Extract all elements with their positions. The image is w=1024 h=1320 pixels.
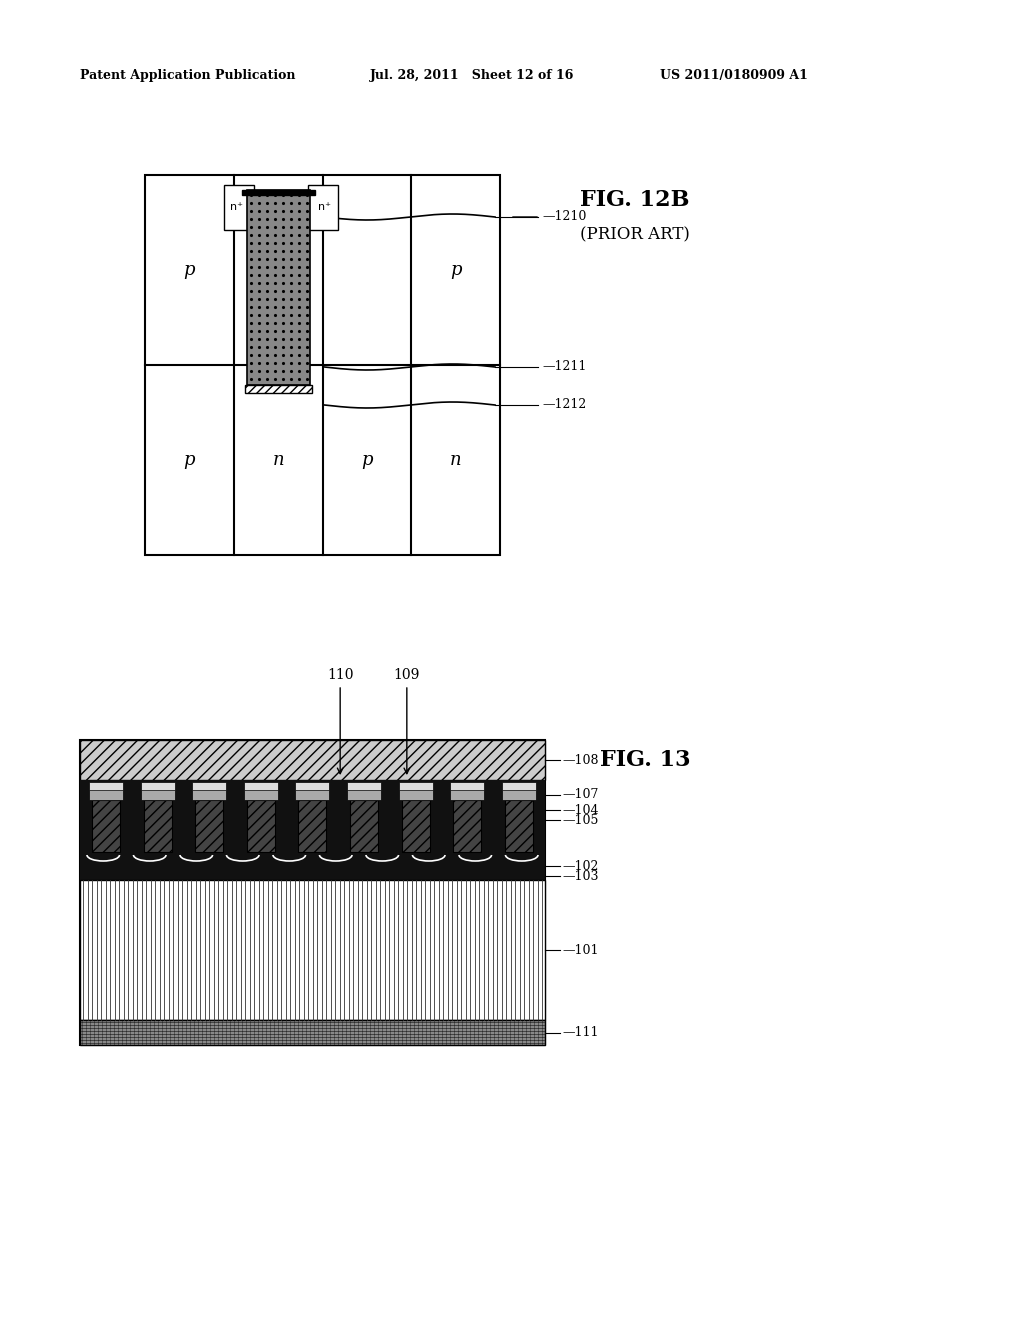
- Bar: [120, 800, 143, 851]
- Bar: [80, 741, 545, 1045]
- Text: —102: —102: [562, 859, 598, 873]
- Bar: [80, 1020, 545, 1045]
- Bar: [193, 781, 226, 789]
- Bar: [89, 788, 123, 800]
- Bar: [80, 741, 545, 780]
- Text: Jul. 28, 2011   Sheet 12 of 16: Jul. 28, 2011 Sheet 12 of 16: [370, 69, 574, 82]
- Text: —108: —108: [562, 754, 598, 767]
- Bar: [92, 800, 120, 851]
- Text: p: p: [450, 261, 462, 279]
- Bar: [451, 788, 484, 800]
- Bar: [145, 176, 500, 554]
- Bar: [196, 800, 223, 851]
- Text: FIG. 12B: FIG. 12B: [580, 189, 689, 211]
- Text: n: n: [272, 451, 284, 469]
- Bar: [244, 788, 278, 800]
- Bar: [454, 800, 481, 851]
- Bar: [193, 788, 226, 800]
- Text: —1211: —1211: [542, 360, 587, 374]
- Bar: [534, 800, 545, 851]
- Text: —107: —107: [562, 788, 598, 801]
- Bar: [451, 781, 484, 789]
- Bar: [140, 781, 174, 789]
- Bar: [347, 781, 381, 789]
- Bar: [350, 800, 378, 851]
- Bar: [327, 800, 350, 851]
- Bar: [347, 788, 381, 800]
- Text: —105: —105: [562, 813, 598, 826]
- Bar: [80, 780, 545, 880]
- Bar: [223, 800, 247, 851]
- Text: Patent Application Publication: Patent Application Publication: [80, 69, 296, 82]
- Bar: [378, 800, 401, 851]
- Bar: [143, 800, 171, 851]
- Bar: [89, 781, 123, 789]
- Text: —101: —101: [562, 944, 598, 957]
- Bar: [505, 800, 534, 851]
- Text: n⁺: n⁺: [318, 202, 331, 213]
- Text: (PRIOR ART): (PRIOR ART): [580, 227, 690, 243]
- Bar: [296, 788, 330, 800]
- Bar: [502, 781, 537, 789]
- Text: —111: —111: [562, 1026, 598, 1039]
- Text: n⁺: n⁺: [230, 202, 244, 213]
- Text: —1210: —1210: [542, 210, 587, 223]
- Bar: [171, 800, 196, 851]
- Text: —104: —104: [562, 804, 598, 817]
- Bar: [299, 800, 327, 851]
- Bar: [296, 781, 330, 789]
- Bar: [401, 800, 430, 851]
- Bar: [224, 185, 254, 230]
- Text: p: p: [183, 451, 196, 469]
- Bar: [502, 788, 537, 800]
- Bar: [274, 800, 299, 851]
- Bar: [242, 190, 314, 195]
- Bar: [80, 880, 545, 1020]
- Text: FIG. 13: FIG. 13: [600, 748, 690, 771]
- Text: 109: 109: [393, 668, 420, 682]
- Bar: [247, 190, 309, 385]
- Bar: [398, 788, 433, 800]
- Text: n: n: [450, 451, 462, 469]
- Text: US 2011/0180909 A1: US 2011/0180909 A1: [660, 69, 808, 82]
- Bar: [245, 385, 311, 393]
- Bar: [430, 800, 454, 851]
- Bar: [307, 185, 338, 230]
- Bar: [80, 800, 92, 851]
- Bar: [244, 781, 278, 789]
- Text: p: p: [361, 451, 373, 469]
- Text: —1212: —1212: [542, 399, 587, 412]
- Text: 110: 110: [327, 668, 353, 682]
- Bar: [247, 800, 274, 851]
- Bar: [140, 788, 174, 800]
- Bar: [481, 800, 505, 851]
- Text: —103: —103: [562, 870, 598, 883]
- Text: p: p: [183, 261, 196, 279]
- Bar: [398, 781, 433, 789]
